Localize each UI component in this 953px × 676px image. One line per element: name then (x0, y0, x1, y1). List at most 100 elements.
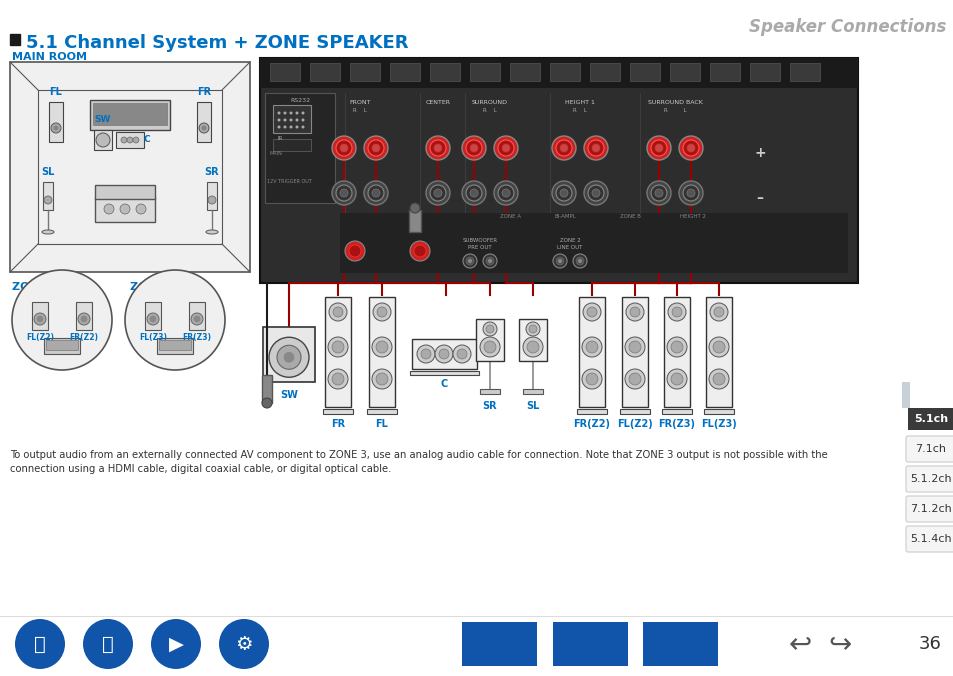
Circle shape (83, 619, 132, 669)
Bar (262, 375, 272, 403)
Circle shape (465, 140, 481, 156)
Text: C: C (440, 379, 447, 389)
Circle shape (712, 373, 724, 385)
Text: SR: SR (205, 167, 219, 177)
Text: –: – (756, 191, 762, 205)
Circle shape (78, 313, 90, 325)
Text: 36: 36 (918, 635, 941, 653)
Circle shape (488, 259, 492, 263)
Text: ZONE 3: ZONE 3 (130, 282, 175, 292)
Text: PRE OUT: PRE OUT (468, 245, 492, 250)
Circle shape (558, 259, 561, 263)
FancyBboxPatch shape (905, 496, 953, 522)
Circle shape (430, 185, 446, 201)
Circle shape (416, 345, 435, 363)
Text: BI-AMPL: BI-AMPL (555, 214, 577, 219)
Circle shape (434, 144, 441, 152)
Circle shape (295, 126, 298, 128)
Circle shape (191, 313, 203, 325)
Bar (92, 103, 167, 125)
Text: FR(Z3): FR(Z3) (182, 333, 212, 342)
Circle shape (96, 133, 110, 147)
Circle shape (120, 204, 130, 214)
Circle shape (51, 123, 61, 133)
Circle shape (650, 140, 666, 156)
Bar (323, 409, 353, 414)
Circle shape (709, 303, 727, 321)
Text: FR: FR (196, 87, 211, 97)
Text: 12V TRIGGER OUT: 12V TRIGGER OUT (267, 179, 312, 184)
Circle shape (485, 257, 494, 265)
Circle shape (671, 307, 681, 317)
Circle shape (552, 181, 576, 205)
Circle shape (339, 189, 348, 197)
Bar (550, 63, 579, 81)
Bar (410, 371, 478, 375)
Circle shape (686, 144, 695, 152)
Circle shape (465, 185, 481, 201)
Circle shape (368, 140, 384, 156)
Text: +: + (754, 146, 765, 160)
Bar (90, 100, 170, 130)
Text: SL: SL (526, 401, 539, 411)
Bar (663, 297, 689, 407)
Circle shape (410, 241, 430, 261)
Bar (789, 63, 820, 81)
Bar (390, 63, 419, 81)
Circle shape (277, 118, 280, 122)
Ellipse shape (42, 230, 54, 234)
Text: FR(Z2): FR(Z2) (70, 333, 98, 342)
Bar (273, 105, 311, 133)
Circle shape (479, 337, 499, 357)
Circle shape (708, 337, 728, 357)
Bar (709, 63, 740, 81)
Circle shape (276, 345, 301, 369)
Text: CENTER: CENTER (425, 100, 450, 105)
Circle shape (127, 137, 132, 143)
Bar (522, 389, 542, 394)
Bar (350, 63, 379, 81)
Bar (339, 213, 847, 273)
Bar (518, 319, 546, 361)
Circle shape (494, 181, 517, 205)
Circle shape (592, 144, 599, 152)
Circle shape (283, 118, 286, 122)
Circle shape (666, 337, 686, 357)
Circle shape (646, 181, 670, 205)
Circle shape (284, 352, 294, 362)
Text: FL(Z3): FL(Z3) (139, 333, 167, 342)
Circle shape (132, 137, 139, 143)
Circle shape (655, 144, 662, 152)
Bar (32, 302, 48, 330)
Circle shape (420, 349, 431, 359)
Text: HEIGHT 1: HEIGHT 1 (564, 100, 595, 105)
Circle shape (628, 341, 640, 353)
Circle shape (332, 373, 344, 385)
Bar (189, 302, 205, 330)
Circle shape (151, 619, 201, 669)
Bar (409, 210, 420, 232)
Text: R         L: R L (663, 108, 685, 113)
Circle shape (586, 307, 597, 317)
Circle shape (581, 337, 601, 357)
Circle shape (332, 181, 355, 205)
Text: C: C (144, 135, 151, 145)
Bar (367, 409, 396, 414)
Circle shape (15, 619, 65, 669)
Circle shape (686, 189, 695, 197)
Bar (669, 63, 700, 81)
Bar (661, 409, 691, 414)
Bar (589, 63, 619, 81)
Circle shape (349, 245, 360, 257)
Circle shape (578, 259, 581, 263)
Circle shape (497, 140, 514, 156)
Circle shape (655, 189, 662, 197)
Text: –: – (339, 191, 346, 205)
Circle shape (332, 341, 344, 353)
Circle shape (364, 136, 388, 160)
Text: R    L: R L (353, 108, 367, 113)
Circle shape (470, 144, 477, 152)
Bar (553, 622, 627, 666)
Circle shape (375, 373, 388, 385)
Bar (749, 63, 780, 81)
